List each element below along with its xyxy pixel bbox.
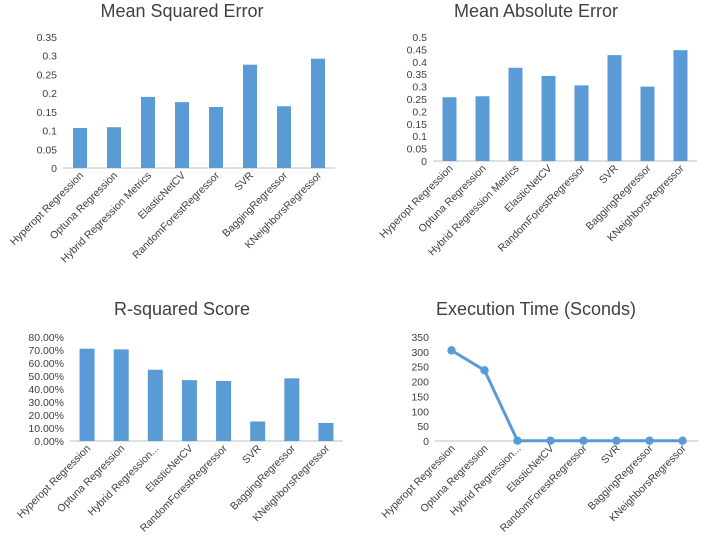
bar-optuna-regression (107, 127, 121, 168)
bar-hybrid-regression-metrics (508, 67, 523, 161)
bar-svr (243, 64, 257, 168)
chart-title-mse: Mean Squared Error (100, 1, 263, 21)
panel-execution-time: Execution Time (Sconds) 0 50 100 150 200 250 3… (379, 299, 699, 534)
y-tick-label: 150 (411, 391, 429, 403)
y-tick-label: 50 (417, 421, 429, 433)
bar-kneighborsregressor (311, 58, 325, 168)
panel-r-squared-score: R-squared Score 0.00%10.00%20.00%30.00%4… (15, 299, 343, 534)
bar-kneighborsregressor (318, 422, 334, 441)
bar-randomforestregressor (216, 380, 232, 441)
point-elasticnetcv (546, 436, 555, 445)
panel-mean-absolute-error: Mean Absolute Error 00.050.10.150.20.250… (377, 1, 697, 258)
y-tick-label: 0 (51, 163, 57, 175)
chart-title-r2: R-squared Score (114, 299, 250, 319)
x-category-label: SVR (599, 442, 623, 466)
y-tick-label: 0 (423, 436, 429, 448)
x-category-label: SVR (240, 442, 264, 466)
point-svr (612, 436, 621, 445)
plot-area-mae: 00.050.10.150.20.250.30.350.40.450.5Hype… (377, 32, 697, 258)
chart-title-execution-time: Execution Time (Sconds) (436, 299, 636, 319)
y-tick-label: 0.4 (412, 57, 427, 69)
y-tick-label: 0.3 (42, 51, 57, 63)
y-tick-label: 250 (411, 362, 429, 374)
panel-mean-squared-error: Mean Squared Error 0 0.05 0.1 0.15 0.2 0.25 0.… (8, 1, 335, 265)
y-tick-label: 0.00% (34, 436, 64, 448)
series-line (450, 349, 683, 443)
x-category-label: SVR (597, 162, 621, 186)
y-tick-label: 0.1 (412, 131, 427, 143)
point-hyperopt-regression (447, 346, 456, 355)
y-tick-label: 10.00% (28, 423, 64, 435)
y-tick-label: 0 (421, 156, 427, 168)
y-tick-label: 300 (411, 347, 429, 359)
y-tick-label: 40.00% (28, 384, 64, 396)
y-tick-label: 200 (411, 377, 429, 389)
y-tick-label: 0.45 (407, 44, 428, 56)
bar-elasticnetcv (541, 75, 556, 161)
bar-optuna-regression (475, 96, 490, 161)
bar-hybrid-regression (147, 369, 163, 441)
y-tick-label: 0.5 (412, 32, 427, 44)
y-tick-label: 0.05 (407, 144, 428, 156)
point-randomforestregressor (579, 436, 588, 445)
y-tick-label: 0.25 (407, 94, 428, 106)
bar-hyperopt-regression (79, 348, 95, 441)
point-optuna-regression (480, 366, 489, 375)
bar-elasticnetcv (175, 102, 189, 168)
bar-kneighborsregressor (673, 50, 688, 162)
bar-randomforestregressor (209, 106, 223, 168)
bar-hybrid-regression-metrics (141, 96, 155, 168)
bar-hyperopt-regression (442, 97, 457, 161)
y-tick-label: 0.2 (412, 106, 427, 118)
bar-optuna-regression (113, 349, 129, 441)
bar-svr (250, 421, 266, 441)
chart-title-mae: Mean Absolute Error (454, 1, 618, 21)
bar-elasticnetcv (181, 380, 197, 441)
y-tick-label: 70.00% (28, 345, 64, 357)
y-tick-label: 0.1 (42, 126, 57, 138)
bar-randomforestregressor (574, 85, 589, 161)
y-tick-label: 0.25 (37, 69, 58, 81)
bar-hyperopt-regression (73, 127, 87, 168)
y-tick-label: 80.00% (28, 332, 64, 344)
y-tick-label: 350 (411, 332, 429, 344)
point-kneighborsregressor (678, 436, 687, 445)
y-tick-label: 60.00% (28, 358, 64, 370)
y-tick-label: 0.3 (412, 82, 427, 94)
point-hybrid-regression (513, 436, 522, 445)
plot-area-r2: 0.00%10.00%20.00%30.00%40.00%50.00%60.00… (15, 332, 343, 534)
point-baggingregressor (645, 436, 654, 445)
y-tick-label: 0.35 (37, 32, 58, 44)
y-tick-label: 0.15 (407, 119, 428, 131)
bar-baggingregressor (640, 86, 655, 161)
y-tick-label: 30.00% (28, 397, 64, 409)
y-tick-label: 0.05 (37, 144, 58, 156)
y-tick-label: 0.35 (407, 69, 428, 81)
y-tick-label: 50.00% (28, 371, 64, 383)
y-tick-label: 20.00% (28, 410, 64, 422)
y-tick-label: 0.15 (37, 107, 58, 119)
bar-svr (607, 55, 622, 161)
x-category-label: SVR (232, 169, 256, 193)
y-tick-label: 0.2 (42, 88, 57, 100)
bar-baggingregressor (284, 378, 300, 441)
bar-baggingregressor (277, 106, 291, 168)
y-tick-label: 100 (411, 406, 429, 418)
